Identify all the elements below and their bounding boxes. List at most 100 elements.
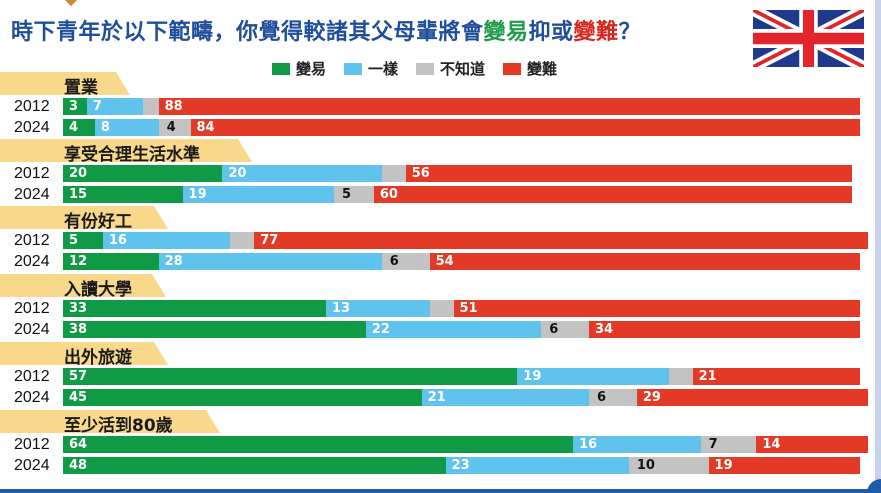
bar-segment-same: 16 xyxy=(573,436,701,453)
category-banner xyxy=(0,139,252,162)
title-question-mark: ？ xyxy=(618,19,642,45)
year-label: 2024 xyxy=(14,321,50,338)
stacked-bar: 33 13 51 xyxy=(63,300,860,317)
category-label: 享受合理生活水準 xyxy=(64,145,200,165)
value-label: 13 xyxy=(332,301,351,316)
category-label: 入讀大學 xyxy=(64,280,132,300)
bar-segment-unknown: 6 xyxy=(381,253,430,270)
value-label: 64 xyxy=(69,437,88,452)
bar-segment-easier: 15 xyxy=(63,186,183,203)
stacked-bar: 15 19 5 60 xyxy=(63,186,852,203)
bar-segment-unknown: 7 xyxy=(700,436,757,453)
value-label: 19 xyxy=(523,369,542,384)
bar-segment-unknown xyxy=(381,165,406,182)
bar-segment-same: 19 xyxy=(182,186,334,203)
title-harder: 變難 xyxy=(573,19,619,45)
title-easier: 變易 xyxy=(483,19,529,45)
title-text: 時下青年於以下範疇，你覺得較諸其父母輩將會 xyxy=(11,19,484,45)
value-label: 60 xyxy=(379,187,398,202)
bar-segment-harder: 14 xyxy=(756,436,868,453)
category-label: 出外旅遊 xyxy=(64,348,132,368)
year-label: 2012 xyxy=(14,165,50,182)
value-label: 54 xyxy=(435,254,454,269)
bar-segment-same: 8 xyxy=(94,119,159,136)
bar-segment-same: 23 xyxy=(445,457,629,474)
bar-segment-unknown: 6 xyxy=(541,321,589,338)
year-label: 2024 xyxy=(14,457,50,474)
value-label: 22 xyxy=(371,322,390,337)
stacked-bar: 12 28 6 54 xyxy=(63,253,860,270)
category-banner xyxy=(0,72,130,95)
bar-segment-harder: 34 xyxy=(589,321,860,338)
value-label: 45 xyxy=(69,390,88,405)
stacked-bar: 57 19 21 xyxy=(63,368,860,385)
value-label: 29 xyxy=(642,390,661,405)
stacked-bar: 48 23 10 19 xyxy=(63,457,860,474)
value-label: 16 xyxy=(579,437,598,452)
value-label: 84 xyxy=(196,120,215,135)
legend-label: 一樣 xyxy=(368,60,399,78)
bar-segment-same: 7 xyxy=(86,98,143,115)
bar-segment-easier: 5 xyxy=(63,232,103,249)
value-label: 5 xyxy=(69,233,79,248)
year-label: 2024 xyxy=(14,389,50,406)
value-label: 10 xyxy=(636,458,655,473)
value-label: 19 xyxy=(714,458,733,473)
bar-segment-same: 16 xyxy=(102,232,231,249)
value-label: 14 xyxy=(762,437,781,452)
legend-label: 不知道 xyxy=(440,60,486,78)
stacked-bar: 5 16 77 xyxy=(63,232,868,249)
value-label: 21 xyxy=(698,369,717,384)
category-banner xyxy=(0,206,168,229)
category-banner xyxy=(0,342,168,365)
frame-border-bottom xyxy=(0,489,881,493)
year-label: 2024 xyxy=(14,186,50,203)
value-label: 57 xyxy=(69,369,88,384)
stacked-bar: 64 16 7 14 xyxy=(63,436,868,453)
value-label: 51 xyxy=(459,301,478,316)
bar-segment-unknown: 5 xyxy=(333,186,374,203)
stacked-bar: 3 7 88 xyxy=(63,98,860,115)
year-label: 2012 xyxy=(14,300,50,317)
value-label: 7 xyxy=(708,437,718,452)
year-label: 2024 xyxy=(14,253,50,270)
value-label: 23 xyxy=(451,458,470,473)
category-banner xyxy=(0,410,220,433)
bar-segment-harder: 56 xyxy=(405,165,852,182)
bar-segment-harder: 19 xyxy=(708,457,860,474)
year-label: 2012 xyxy=(14,232,50,249)
value-label: 5 xyxy=(341,187,352,202)
bar-segment-unknown: 4 xyxy=(158,119,191,136)
value-label: 21 xyxy=(427,390,446,405)
uk-flag-icon xyxy=(753,10,864,67)
year-label: 2024 xyxy=(14,119,50,136)
bar-segment-harder: 77 xyxy=(254,232,868,249)
year-label: 2012 xyxy=(14,98,50,115)
chart-legend: 變易 一樣 不知道 變難 xyxy=(272,58,557,79)
year-label: 2012 xyxy=(14,436,50,453)
bar-segment-easier: 38 xyxy=(63,321,366,338)
bar-segment-harder: 84 xyxy=(190,119,860,136)
category-label: 有份好工 xyxy=(64,212,132,232)
frame-corner-bottom-right xyxy=(867,479,881,493)
bar-segment-unknown xyxy=(668,368,693,385)
value-label: 6 xyxy=(597,390,607,405)
bar-segment-same: 19 xyxy=(517,368,669,385)
legend-item: 一樣 xyxy=(344,58,398,79)
bar-segment-unknown: 6 xyxy=(589,389,637,406)
legend-item: 不知道 xyxy=(416,58,485,79)
bar-segment-harder: 60 xyxy=(373,186,852,203)
value-label: 33 xyxy=(69,301,88,316)
value-label: 20 xyxy=(69,166,88,181)
value-label: 19 xyxy=(188,187,207,202)
legend-swatch xyxy=(272,62,290,75)
value-label: 6 xyxy=(389,254,399,269)
decorative-diamond xyxy=(63,0,79,7)
value-label: 88 xyxy=(164,99,183,114)
value-label: 7 xyxy=(92,99,102,114)
legend-label: 變難 xyxy=(527,60,558,78)
value-label: 34 xyxy=(595,322,614,337)
bar-segment-easier: 64 xyxy=(63,436,574,453)
bar-segment-unknown xyxy=(429,300,454,317)
bar-segment-same: 28 xyxy=(158,253,382,270)
